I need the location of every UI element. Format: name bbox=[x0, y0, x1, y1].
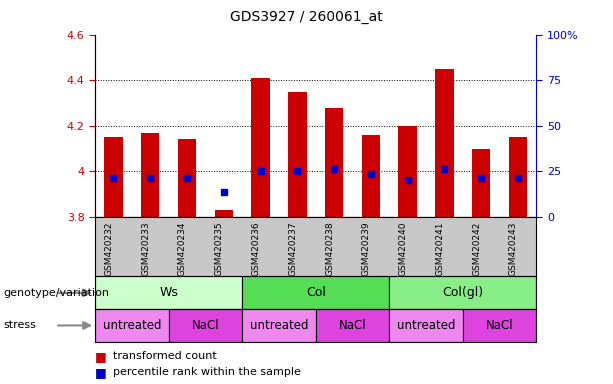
Bar bbox=[509, 137, 527, 217]
Text: genotype/variation: genotype/variation bbox=[3, 288, 109, 298]
Text: GSM420239: GSM420239 bbox=[362, 222, 371, 276]
Text: GSM420240: GSM420240 bbox=[398, 222, 408, 276]
Bar bbox=[215, 210, 233, 217]
Bar bbox=[242, 276, 389, 309]
Bar bbox=[288, 91, 306, 217]
Bar bbox=[362, 135, 380, 217]
Text: NaCl: NaCl bbox=[191, 319, 219, 332]
Bar bbox=[472, 149, 490, 217]
Text: GSM420242: GSM420242 bbox=[472, 222, 481, 276]
Text: Col(gl): Col(gl) bbox=[442, 286, 484, 299]
Bar bbox=[178, 139, 196, 217]
Text: untreated: untreated bbox=[249, 319, 308, 332]
Text: GSM420232: GSM420232 bbox=[104, 222, 113, 276]
Bar bbox=[104, 137, 123, 217]
Text: GSM420243: GSM420243 bbox=[509, 222, 518, 276]
Text: Ws: Ws bbox=[159, 286, 178, 299]
Bar bbox=[435, 69, 454, 217]
Bar bbox=[325, 108, 343, 217]
Bar bbox=[242, 309, 316, 342]
Text: GSM420237: GSM420237 bbox=[288, 222, 297, 276]
Bar bbox=[463, 309, 536, 342]
Text: Col: Col bbox=[306, 286, 326, 299]
Text: GSM420241: GSM420241 bbox=[435, 222, 444, 276]
Text: GSM420238: GSM420238 bbox=[325, 222, 334, 276]
Bar bbox=[169, 309, 242, 342]
Bar bbox=[389, 309, 463, 342]
Text: stress: stress bbox=[3, 320, 36, 331]
Bar bbox=[95, 309, 169, 342]
Text: ■: ■ bbox=[95, 366, 111, 379]
Bar bbox=[316, 309, 389, 342]
Bar bbox=[389, 276, 536, 309]
Bar bbox=[141, 132, 159, 217]
Text: untreated: untreated bbox=[397, 319, 455, 332]
Bar bbox=[251, 78, 270, 217]
Bar bbox=[95, 276, 242, 309]
Bar bbox=[398, 126, 417, 217]
Text: GSM420235: GSM420235 bbox=[215, 222, 224, 276]
Text: GDS3927 / 260061_at: GDS3927 / 260061_at bbox=[230, 10, 383, 23]
Text: transformed count: transformed count bbox=[113, 351, 217, 361]
Text: GSM420236: GSM420236 bbox=[251, 222, 261, 276]
Text: percentile rank within the sample: percentile rank within the sample bbox=[113, 367, 301, 377]
Text: untreated: untreated bbox=[102, 319, 161, 332]
Text: ■: ■ bbox=[95, 350, 111, 363]
Text: GSM420233: GSM420233 bbox=[141, 222, 150, 276]
Text: NaCl: NaCl bbox=[485, 319, 514, 332]
Text: GSM420234: GSM420234 bbox=[178, 222, 187, 276]
Text: NaCl: NaCl bbox=[338, 319, 367, 332]
